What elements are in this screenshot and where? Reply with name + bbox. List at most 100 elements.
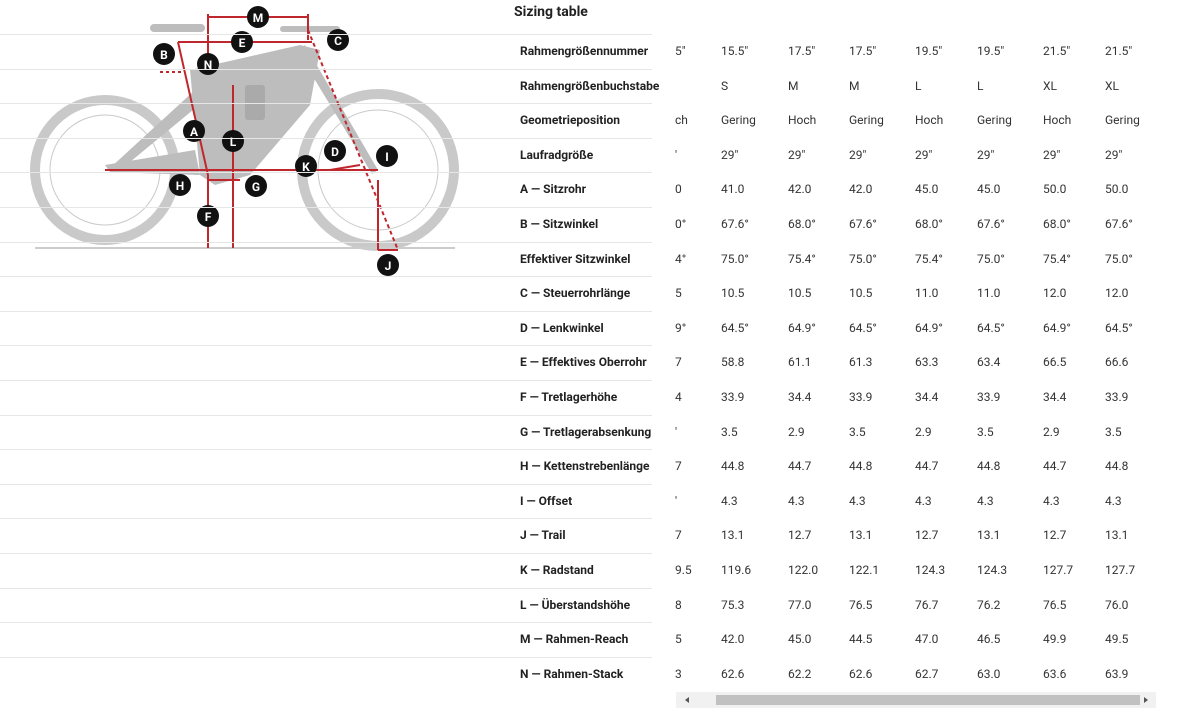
cell: 44.7	[1043, 459, 1067, 474]
cell: 62.2	[788, 666, 812, 681]
labels: ME C B N A L D I K H G F J	[153, 6, 399, 276]
cell: 12.0	[1043, 286, 1067, 301]
cell: 34.4	[915, 390, 939, 404]
cell: Gering	[721, 113, 756, 128]
cell: 76.0	[1105, 597, 1129, 612]
row-label: N — Rahmen-Stack	[520, 666, 624, 681]
cell: 67.6°	[1105, 217, 1133, 231]
cell: 2.9	[1043, 424, 1060, 439]
badge-letter: B	[160, 48, 168, 62]
cell: 5	[675, 632, 682, 647]
row-divider	[0, 622, 652, 623]
cell: 10.5	[849, 286, 873, 301]
cell: '	[675, 424, 678, 439]
cell: 124.3	[977, 563, 1008, 577]
cell: 62.6	[721, 666, 745, 681]
cell: 21.5"	[1105, 44, 1133, 58]
cell: 2.9	[915, 424, 932, 439]
cell: 44.8	[721, 459, 745, 474]
cell: 50.0	[1105, 182, 1129, 197]
cell: 33.9	[849, 390, 873, 404]
cell: 41.0	[721, 182, 745, 197]
cell: 19.5"	[977, 44, 1005, 58]
row-divider	[0, 276, 652, 277]
cell: 46.5	[977, 632, 1001, 647]
cell: 13.1	[977, 528, 1001, 543]
cell: 7	[675, 459, 682, 474]
scrollbar[interactable]	[676, 692, 1156, 708]
cell: 33.9	[721, 390, 745, 404]
row-label: M — Rahmen-Reach	[520, 632, 629, 647]
cell: 68.0°	[915, 217, 943, 231]
badge	[183, 120, 205, 142]
cell: M	[849, 78, 860, 93]
cell: 61.1	[788, 355, 812, 370]
cell: 63.4	[977, 355, 1001, 370]
row-divider	[0, 34, 652, 35]
cell: Gering	[977, 113, 1012, 128]
cell: 122.1	[849, 563, 880, 577]
badge-letter: E	[239, 36, 246, 50]
cell: 75.4°	[788, 251, 816, 266]
cell: XL	[1105, 78, 1119, 93]
cell: 67.6°	[977, 217, 1005, 231]
cell: 29"	[788, 147, 806, 162]
cell: 127.7	[1105, 563, 1136, 577]
cell: 21.5"	[1043, 44, 1071, 58]
cell: 45.0	[977, 182, 1001, 197]
cell: 29"	[1105, 147, 1123, 162]
row-divider	[0, 207, 652, 208]
row-label: G — Tretlagerabsenkung	[520, 424, 652, 439]
cell: 61.3	[849, 355, 873, 370]
cell: 75.3	[721, 597, 745, 612]
cell: Gering	[849, 113, 884, 128]
cell: 68.0°	[1043, 217, 1071, 231]
cell: Hoch	[1043, 113, 1072, 128]
cell: 119.6	[721, 563, 752, 577]
row-label: D — Lenkwinkel	[520, 320, 604, 335]
cell: 58.8	[721, 355, 745, 370]
cell: 66.5	[1043, 355, 1067, 370]
badge-letter: A	[190, 125, 199, 139]
cell: 0	[675, 182, 682, 197]
badge-letter: J	[385, 259, 392, 273]
cell: 2.9	[788, 424, 805, 439]
badge	[295, 155, 317, 177]
cell: 12.7	[788, 528, 812, 543]
row-label: A — Sitzrohr	[520, 182, 587, 197]
cell: L	[977, 78, 984, 93]
cell: 29"	[1043, 147, 1061, 162]
cell: S	[721, 78, 729, 93]
cell: 64.5°	[977, 320, 1005, 335]
row-label: E — Effektives Oberrohr	[520, 355, 647, 370]
scroll-left[interactable]	[685, 697, 689, 703]
scroll-right[interactable]	[1144, 697, 1148, 703]
row-divider	[0, 588, 652, 589]
badge-letter: G	[252, 180, 260, 194]
row-label: Rahmengrößennummer	[520, 44, 649, 58]
cell: Gering	[1105, 113, 1140, 128]
row-label: H — Kettenstrebenlänge	[520, 459, 650, 474]
cell: 75.0°	[977, 251, 1005, 266]
scroll-thumb[interactable]	[716, 695, 1140, 705]
row-label: Effektiver Sitzwinkel	[520, 251, 631, 266]
section-title: Sizing table	[514, 4, 588, 20]
badge-letter: K	[302, 160, 310, 174]
cell: 13.1	[721, 528, 745, 543]
cell: 29"	[977, 147, 995, 162]
cell: 67.6°	[849, 217, 877, 231]
bike-diagram: ME C B N A L D I K H G F J	[30, 6, 459, 276]
row-divider	[0, 242, 652, 243]
cell: 42.0	[849, 182, 873, 197]
row-divider	[0, 484, 652, 485]
cell: 63.0	[977, 666, 1001, 681]
cell: 75.4°	[915, 251, 943, 266]
row-label: B — Sitzwinkel	[520, 217, 599, 231]
row-divider	[0, 449, 652, 450]
cell: 127.7	[1043, 563, 1074, 577]
cell: 44.5	[849, 632, 873, 647]
cell: 4.3	[849, 493, 866, 508]
cell: 45.0	[788, 632, 812, 647]
cell: 63.3	[915, 355, 939, 370]
